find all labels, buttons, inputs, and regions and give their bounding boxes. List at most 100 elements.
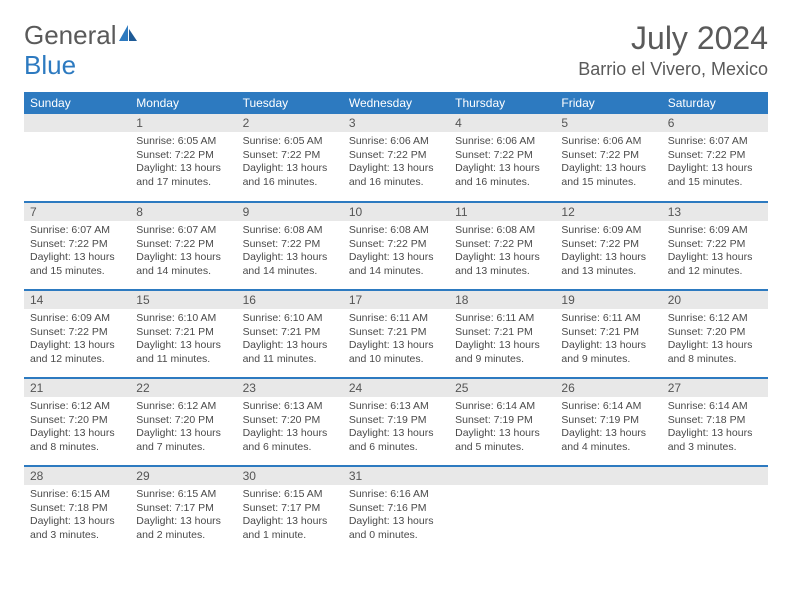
calendar-cell: 29Sunrise: 6:15 AMSunset: 7:17 PMDayligh…	[130, 466, 236, 554]
calendar-table: SundayMondayTuesdayWednesdayThursdayFrid…	[24, 92, 768, 554]
day-number: 24	[343, 379, 449, 397]
calendar-cell: 25Sunrise: 6:14 AMSunset: 7:19 PMDayligh…	[449, 378, 555, 466]
day-number: 21	[24, 379, 130, 397]
day-number: 28	[24, 467, 130, 485]
brand-part2: Blue	[24, 50, 76, 80]
day-number	[449, 467, 555, 485]
day-number: 9	[237, 203, 343, 221]
day-number: 31	[343, 467, 449, 485]
day-number: 13	[662, 203, 768, 221]
calendar-week: 14Sunrise: 6:09 AMSunset: 7:22 PMDayligh…	[24, 290, 768, 378]
calendar-cell: 8Sunrise: 6:07 AMSunset: 7:22 PMDaylight…	[130, 202, 236, 290]
day-content: Sunrise: 6:05 AMSunset: 7:22 PMDaylight:…	[130, 132, 236, 196]
day-number: 23	[237, 379, 343, 397]
calendar-cell: 6Sunrise: 6:07 AMSunset: 7:22 PMDaylight…	[662, 114, 768, 202]
day-content: Sunrise: 6:09 AMSunset: 7:22 PMDaylight:…	[662, 221, 768, 285]
calendar-cell: 22Sunrise: 6:12 AMSunset: 7:20 PMDayligh…	[130, 378, 236, 466]
day-content: Sunrise: 6:06 AMSunset: 7:22 PMDaylight:…	[555, 132, 661, 196]
day-number	[555, 467, 661, 485]
calendar-cell: 3Sunrise: 6:06 AMSunset: 7:22 PMDaylight…	[343, 114, 449, 202]
day-header: Saturday	[662, 92, 768, 114]
day-content: Sunrise: 6:06 AMSunset: 7:22 PMDaylight:…	[343, 132, 449, 196]
sail-icon	[117, 23, 139, 48]
day-content: Sunrise: 6:07 AMSunset: 7:22 PMDaylight:…	[24, 221, 130, 285]
day-content: Sunrise: 6:12 AMSunset: 7:20 PMDaylight:…	[662, 309, 768, 373]
calendar-cell: 14Sunrise: 6:09 AMSunset: 7:22 PMDayligh…	[24, 290, 130, 378]
calendar-cell: 2Sunrise: 6:05 AMSunset: 7:22 PMDaylight…	[237, 114, 343, 202]
day-content: Sunrise: 6:14 AMSunset: 7:19 PMDaylight:…	[555, 397, 661, 461]
calendar-cell: 28Sunrise: 6:15 AMSunset: 7:18 PMDayligh…	[24, 466, 130, 554]
day-header: Friday	[555, 92, 661, 114]
calendar-cell: 16Sunrise: 6:10 AMSunset: 7:21 PMDayligh…	[237, 290, 343, 378]
day-content: Sunrise: 6:13 AMSunset: 7:20 PMDaylight:…	[237, 397, 343, 461]
calendar-cell	[662, 466, 768, 554]
day-content: Sunrise: 6:15 AMSunset: 7:17 PMDaylight:…	[130, 485, 236, 549]
day-header: Thursday	[449, 92, 555, 114]
calendar-week: 1Sunrise: 6:05 AMSunset: 7:22 PMDaylight…	[24, 114, 768, 202]
calendar-cell: 15Sunrise: 6:10 AMSunset: 7:21 PMDayligh…	[130, 290, 236, 378]
day-number: 3	[343, 114, 449, 132]
day-number: 10	[343, 203, 449, 221]
day-header: Monday	[130, 92, 236, 114]
day-content: Sunrise: 6:07 AMSunset: 7:22 PMDaylight:…	[662, 132, 768, 196]
calendar-cell: 18Sunrise: 6:11 AMSunset: 7:21 PMDayligh…	[449, 290, 555, 378]
day-number: 15	[130, 291, 236, 309]
day-content: Sunrise: 6:16 AMSunset: 7:16 PMDaylight:…	[343, 485, 449, 549]
day-header: Tuesday	[237, 92, 343, 114]
day-number: 14	[24, 291, 130, 309]
day-content: Sunrise: 6:10 AMSunset: 7:21 PMDaylight:…	[130, 309, 236, 373]
day-number: 26	[555, 379, 661, 397]
day-number: 7	[24, 203, 130, 221]
calendar-cell	[555, 466, 661, 554]
day-number: 25	[449, 379, 555, 397]
calendar-cell: 20Sunrise: 6:12 AMSunset: 7:20 PMDayligh…	[662, 290, 768, 378]
day-number: 16	[237, 291, 343, 309]
calendar-cell: 12Sunrise: 6:09 AMSunset: 7:22 PMDayligh…	[555, 202, 661, 290]
day-header: Wednesday	[343, 92, 449, 114]
day-content: Sunrise: 6:12 AMSunset: 7:20 PMDaylight:…	[24, 397, 130, 461]
day-content: Sunrise: 6:11 AMSunset: 7:21 PMDaylight:…	[449, 309, 555, 373]
day-content: Sunrise: 6:07 AMSunset: 7:22 PMDaylight:…	[130, 221, 236, 285]
day-number	[662, 467, 768, 485]
day-number: 22	[130, 379, 236, 397]
day-content: Sunrise: 6:06 AMSunset: 7:22 PMDaylight:…	[449, 132, 555, 196]
calendar-cell: 4Sunrise: 6:06 AMSunset: 7:22 PMDaylight…	[449, 114, 555, 202]
day-number: 2	[237, 114, 343, 132]
day-number: 29	[130, 467, 236, 485]
calendar-cell: 17Sunrise: 6:11 AMSunset: 7:21 PMDayligh…	[343, 290, 449, 378]
month-title: July 2024	[578, 20, 768, 57]
day-content: Sunrise: 6:12 AMSunset: 7:20 PMDaylight:…	[130, 397, 236, 461]
calendar-cell: 30Sunrise: 6:15 AMSunset: 7:17 PMDayligh…	[237, 466, 343, 554]
page-header: General July 2024 Barrio el Vivero, Mexi…	[24, 20, 768, 80]
calendar-week: 21Sunrise: 6:12 AMSunset: 7:20 PMDayligh…	[24, 378, 768, 466]
calendar-cell	[449, 466, 555, 554]
day-content: Sunrise: 6:08 AMSunset: 7:22 PMDaylight:…	[449, 221, 555, 285]
calendar-cell: 31Sunrise: 6:16 AMSunset: 7:16 PMDayligh…	[343, 466, 449, 554]
calendar-cell: 13Sunrise: 6:09 AMSunset: 7:22 PMDayligh…	[662, 202, 768, 290]
day-number: 6	[662, 114, 768, 132]
calendar-cell	[24, 114, 130, 202]
calendar-cell: 7Sunrise: 6:07 AMSunset: 7:22 PMDaylight…	[24, 202, 130, 290]
day-number: 4	[449, 114, 555, 132]
day-number: 20	[662, 291, 768, 309]
calendar-cell: 5Sunrise: 6:06 AMSunset: 7:22 PMDaylight…	[555, 114, 661, 202]
day-content: Sunrise: 6:05 AMSunset: 7:22 PMDaylight:…	[237, 132, 343, 196]
day-content: Sunrise: 6:13 AMSunset: 7:19 PMDaylight:…	[343, 397, 449, 461]
brand-logo: General	[24, 20, 141, 51]
calendar-cell: 1Sunrise: 6:05 AMSunset: 7:22 PMDaylight…	[130, 114, 236, 202]
day-content: Sunrise: 6:10 AMSunset: 7:21 PMDaylight:…	[237, 309, 343, 373]
day-number: 17	[343, 291, 449, 309]
calendar-body: 1Sunrise: 6:05 AMSunset: 7:22 PMDaylight…	[24, 114, 768, 554]
day-number: 27	[662, 379, 768, 397]
day-content: Sunrise: 6:09 AMSunset: 7:22 PMDaylight:…	[24, 309, 130, 373]
day-number: 18	[449, 291, 555, 309]
day-number: 8	[130, 203, 236, 221]
day-content: Sunrise: 6:08 AMSunset: 7:22 PMDaylight:…	[237, 221, 343, 285]
calendar-week: 7Sunrise: 6:07 AMSunset: 7:22 PMDaylight…	[24, 202, 768, 290]
calendar-cell: 19Sunrise: 6:11 AMSunset: 7:21 PMDayligh…	[555, 290, 661, 378]
calendar-cell: 11Sunrise: 6:08 AMSunset: 7:22 PMDayligh…	[449, 202, 555, 290]
day-content: Sunrise: 6:11 AMSunset: 7:21 PMDaylight:…	[343, 309, 449, 373]
calendar-cell: 23Sunrise: 6:13 AMSunset: 7:20 PMDayligh…	[237, 378, 343, 466]
title-block: July 2024 Barrio el Vivero, Mexico	[578, 20, 768, 80]
calendar-cell: 10Sunrise: 6:08 AMSunset: 7:22 PMDayligh…	[343, 202, 449, 290]
